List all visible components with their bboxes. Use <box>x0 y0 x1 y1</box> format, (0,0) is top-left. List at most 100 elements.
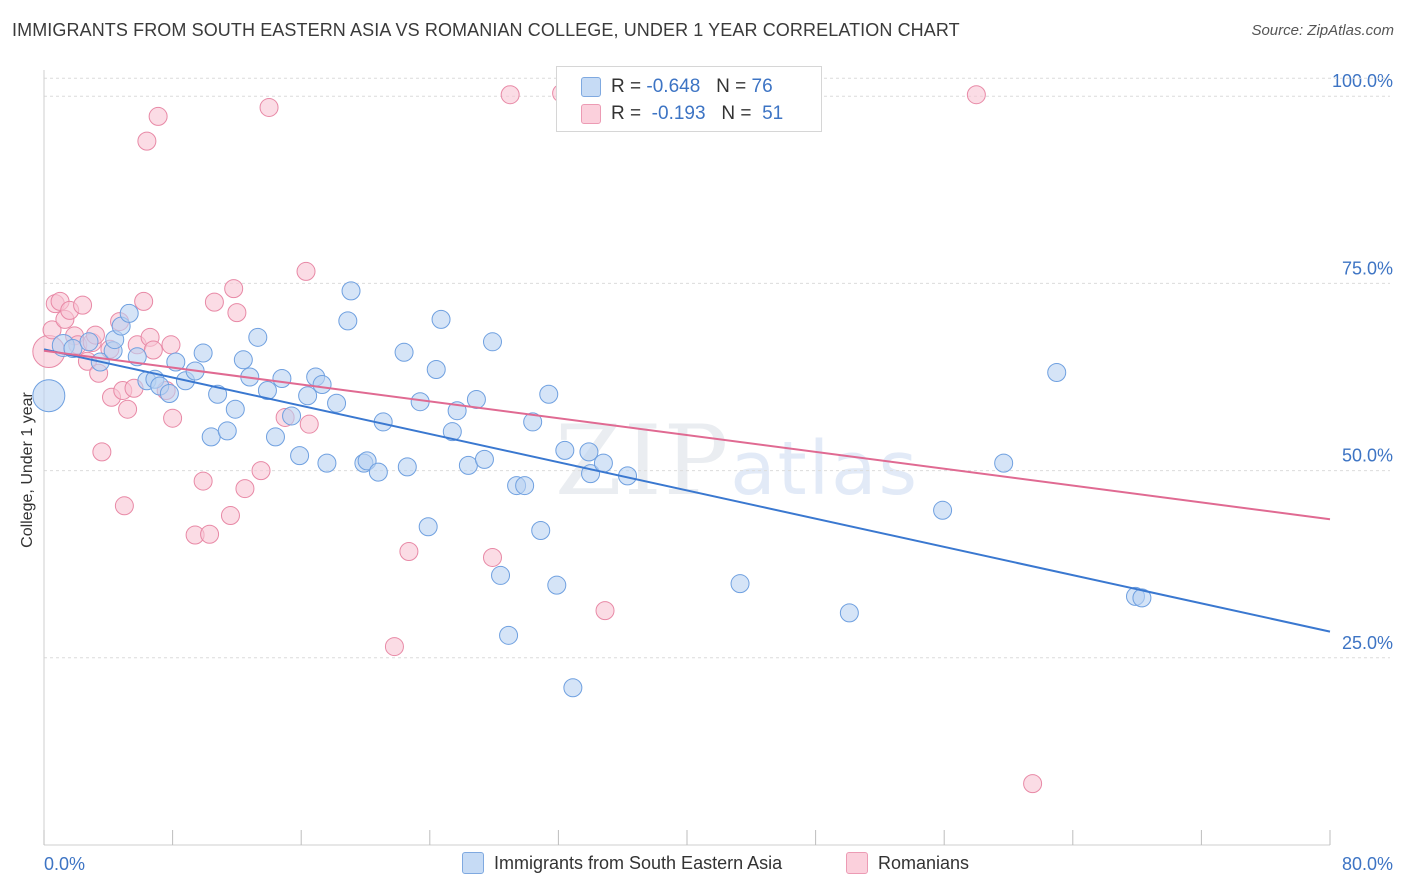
point-series2 <box>200 524 220 544</box>
point-series1 <box>257 380 277 400</box>
point-series1 <box>265 427 285 447</box>
point-series1 <box>290 446 310 466</box>
bottom-legend-series2: Romanians <box>846 852 969 874</box>
point-series2 <box>73 295 93 315</box>
point-series1 <box>225 399 245 419</box>
r-value-series1: -0.648 <box>646 76 701 97</box>
point-series1 <box>839 603 859 623</box>
point-series1 <box>79 332 99 352</box>
point-series1 <box>442 422 462 442</box>
point-series2 <box>1023 774 1043 794</box>
point-series2 <box>595 601 615 621</box>
point-series1 <box>1132 588 1152 608</box>
point-series1 <box>394 342 414 362</box>
point-series2 <box>296 261 316 281</box>
point-series2 <box>92 442 112 462</box>
r-value-series2: -0.193 <box>651 103 706 124</box>
point-series1 <box>539 384 559 404</box>
point-series1 <box>555 440 575 460</box>
trendline-series2 <box>43 349 1331 521</box>
point-series2 <box>259 97 279 117</box>
legend-swatch-series2 <box>581 104 601 124</box>
point-series2 <box>134 291 154 311</box>
point-series1 <box>119 303 139 323</box>
n-value-series2: 51 <box>762 103 784 124</box>
point-series1 <box>233 350 253 370</box>
point-series1 <box>418 517 438 537</box>
chart-title: IMMIGRANTS FROM SOUTH EASTERN ASIA VS RO… <box>12 20 960 40</box>
point-series2 <box>137 131 157 151</box>
point-series1 <box>458 455 478 475</box>
y-tick-label: 75.0% <box>1342 258 1393 278</box>
n-value-series1: 76 <box>751 76 773 97</box>
y-tick-label: 50.0% <box>1342 446 1393 466</box>
point-series1 <box>515 476 535 496</box>
point-series1 <box>208 384 228 404</box>
point-series2 <box>114 496 134 516</box>
bottom-legend-label-series2: Romanians <box>878 852 970 873</box>
point-series1 <box>426 360 446 380</box>
point-series1 <box>272 369 292 389</box>
y-tick-label: 100.0% <box>1332 71 1393 91</box>
legend-text-series1: R = -0.648 N = 76 <box>611 76 773 97</box>
y-tick-label: 25.0% <box>1342 633 1393 653</box>
correlation-legend: R = -0.648 N = 76 R = -0.193 N = 51 <box>556 66 822 132</box>
point-series2 <box>220 506 240 526</box>
point-series1 <box>159 383 179 403</box>
point-series1 <box>466 389 486 409</box>
point-series1 <box>327 393 347 413</box>
legend-swatch-series1 <box>581 77 601 97</box>
point-series2 <box>251 461 271 481</box>
point-series1 <box>317 453 337 473</box>
point-series2 <box>500 85 520 105</box>
point-series2 <box>143 340 163 360</box>
point-series2 <box>224 279 244 299</box>
point-series1 <box>248 327 268 347</box>
point-series1 <box>563 678 583 698</box>
point-series1 <box>1047 363 1067 383</box>
point-series1 <box>491 565 511 585</box>
point-series1 <box>298 386 318 406</box>
point-series1 <box>201 427 221 447</box>
point-series2 <box>161 335 181 355</box>
point-series2 <box>966 85 986 105</box>
bottom-legend-swatch-series2 <box>846 852 868 874</box>
point-series2 <box>482 547 502 567</box>
y-axis-label: College, Under 1 year <box>19 392 36 548</box>
bottom-legend-series1: Immigrants from South Eastern Asia <box>462 852 782 874</box>
point-series1 <box>593 453 613 473</box>
legend-text-series2: R = -0.193 N = 51 <box>611 103 784 124</box>
point-series1 <box>193 343 213 363</box>
point-series1 <box>32 379 66 413</box>
point-series2 <box>193 471 213 491</box>
point-series1 <box>338 311 358 331</box>
point-series2 <box>42 320 62 340</box>
bottom-legend-label-series1: Immigrants from South Eastern Asia <box>494 852 783 873</box>
point-series1 <box>523 412 543 432</box>
point-series1 <box>994 453 1014 473</box>
point-series2 <box>118 399 138 419</box>
point-series1 <box>531 521 551 541</box>
point-series1 <box>217 421 237 441</box>
point-series1 <box>357 451 377 471</box>
point-series2 <box>163 408 183 428</box>
point-series1 <box>482 332 502 352</box>
point-series2 <box>299 414 319 434</box>
trendline-series1 <box>43 348 1331 633</box>
point-series1 <box>282 406 302 426</box>
point-series1 <box>499 625 519 645</box>
point-series1 <box>730 574 750 594</box>
point-series1 <box>127 347 147 367</box>
point-series1 <box>368 462 388 482</box>
point-series1 <box>474 449 494 469</box>
point-series1 <box>431 309 451 329</box>
point-series1 <box>341 281 361 301</box>
point-series1 <box>547 575 567 595</box>
point-series2 <box>384 637 404 657</box>
point-series2 <box>399 541 419 561</box>
point-series2 <box>148 106 168 126</box>
x-tick-label-max: 80.0% <box>1342 854 1393 874</box>
point-series2 <box>235 479 255 499</box>
point-series1 <box>579 442 599 462</box>
